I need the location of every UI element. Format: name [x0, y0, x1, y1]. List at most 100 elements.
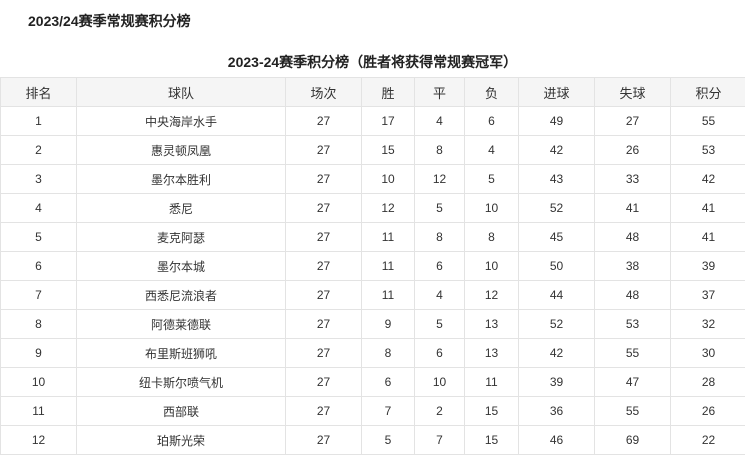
column-header: 球队	[76, 77, 286, 107]
column-header: 失球	[594, 77, 671, 107]
table-row: 1 中央海岸水手 27 17 4 6 49 27 55	[0, 106, 745, 136]
table-cell: 15	[464, 396, 519, 426]
table-cell: 45	[518, 222, 595, 252]
table-cell: 7	[414, 425, 465, 455]
table-row: 7 西悉尼流浪者 27 11 4 12 44 48 37	[0, 280, 745, 310]
table-cell: 27	[285, 193, 362, 223]
table-cell: 55	[594, 338, 671, 368]
table-caption: 2023-24赛季积分榜（胜者将获得常规赛冠军）	[227, 54, 518, 70]
table-cell: 8	[361, 338, 415, 368]
team-name-cell: 墨尔本城	[76, 251, 286, 281]
table-cell: 27	[285, 338, 362, 368]
table-cell: 41	[670, 222, 745, 252]
team-name-cell: 悉尼	[76, 193, 286, 223]
table-cell: 11	[464, 367, 519, 397]
table-cell: 55	[594, 396, 671, 426]
table-cell: 27	[285, 164, 362, 194]
table-cell: 4	[464, 135, 519, 165]
column-header: 负	[464, 77, 519, 107]
table-cell: 41	[594, 193, 671, 223]
table-cell: 5	[361, 425, 415, 455]
table-cell: 27	[285, 280, 362, 310]
table-cell: 2	[414, 396, 465, 426]
table-cell: 5	[414, 193, 465, 223]
table-cell: 27	[285, 425, 362, 455]
table-row: 10 纽卡斯尔喷气机 27 6 10 11 39 47 28	[0, 367, 745, 397]
table-row: 11 西部联 27 7 2 15 36 55 26	[0, 396, 745, 426]
table-cell: 13	[464, 309, 519, 339]
table-cell: 15	[361, 135, 415, 165]
table-cell: 11	[0, 396, 77, 426]
table-row: 2 惠灵顿凤凰 27 15 8 4 42 26 53	[0, 135, 745, 165]
table-cell: 2	[0, 135, 77, 165]
table-cell: 39	[518, 367, 595, 397]
table-cell: 4	[414, 280, 465, 310]
table-cell: 8	[464, 222, 519, 252]
table-cell: 22	[670, 425, 745, 455]
team-name-cell: 珀斯光荣	[76, 425, 286, 455]
table-cell: 9	[361, 309, 415, 339]
table-cell: 47	[594, 367, 671, 397]
column-header: 积分	[670, 77, 745, 107]
table-cell: 9	[0, 338, 77, 368]
table-cell: 32	[670, 309, 745, 339]
table-cell: 49	[518, 106, 595, 136]
table-cell: 11	[361, 280, 415, 310]
table-cell: 28	[670, 367, 745, 397]
table-cell: 8	[0, 309, 77, 339]
table-cell: 5	[414, 309, 465, 339]
table-row: 4 悉尼 27 12 5 10 52 41 41	[0, 193, 745, 223]
table-cell: 7	[0, 280, 77, 310]
team-name-cell: 西部联	[76, 396, 286, 426]
table-cell: 27	[285, 135, 362, 165]
table-cell: 44	[518, 280, 595, 310]
table-header-row: 排名 球队 场次胜平负进球 失球 积分	[0, 77, 745, 107]
table-cell: 6	[0, 251, 77, 281]
table-cell: 39	[670, 251, 745, 281]
table-cell: 10	[361, 164, 415, 194]
team-name-cell: 麦克阿瑟	[76, 222, 286, 252]
table-row: 8 阿德莱德联 27 9 5 13 52 53 32	[0, 309, 745, 339]
table-cell: 27	[285, 367, 362, 397]
table-cell: 6	[464, 106, 519, 136]
table-cell: 7	[361, 396, 415, 426]
table-cell: 10	[414, 367, 465, 397]
table-cell: 15	[464, 425, 519, 455]
table-cell: 48	[594, 280, 671, 310]
table-cell: 48	[594, 222, 671, 252]
table-row: 5 麦克阿瑟 27 11 8 8 45 48 41	[0, 222, 745, 252]
table-row: 9 布里斯班狮吼 27 8 6 13 42 55 30	[0, 338, 745, 368]
table-cell: 27	[285, 309, 362, 339]
table-cell: 36	[518, 396, 595, 426]
table-cell: 6	[414, 251, 465, 281]
table-cell: 12	[361, 193, 415, 223]
table-cell: 26	[594, 135, 671, 165]
table-cell: 30	[670, 338, 745, 368]
table-cell: 52	[518, 309, 595, 339]
table-cell: 13	[464, 338, 519, 368]
table-row: 3 墨尔本胜利 27 10 12 5 43 33 42	[0, 164, 745, 194]
table-cell: 3	[0, 164, 77, 194]
table-cell: 50	[518, 251, 595, 281]
table-cell: 37	[670, 280, 745, 310]
table-cell: 1	[0, 106, 77, 136]
table-cell: 52	[518, 193, 595, 223]
team-name-cell: 惠灵顿凤凰	[76, 135, 286, 165]
table-cell: 10	[464, 251, 519, 281]
table-cell: 43	[518, 164, 595, 194]
table-cell: 26	[670, 396, 745, 426]
table-cell: 69	[594, 425, 671, 455]
table-cell: 27	[285, 106, 362, 136]
table-cell: 11	[361, 222, 415, 252]
column-header: 平	[414, 77, 465, 107]
team-name-cell: 阿德莱德联	[76, 309, 286, 339]
column-header: 胜	[361, 77, 415, 107]
table-cell: 27	[285, 251, 362, 281]
table-cell: 4	[414, 106, 465, 136]
column-header: 进球	[518, 77, 595, 107]
table-cell: 42	[518, 338, 595, 368]
table-cell: 27	[594, 106, 671, 136]
table-cell: 12	[464, 280, 519, 310]
table-cell: 10	[0, 367, 77, 397]
table-cell: 12	[414, 164, 465, 194]
